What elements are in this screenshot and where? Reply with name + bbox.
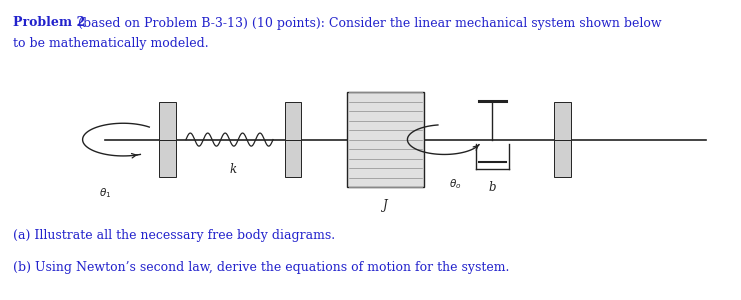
Bar [285,140,301,177]
Bar [159,140,176,177]
Text: $\theta_1$: $\theta_1$ [99,186,111,200]
Bar [554,102,571,140]
Bar [159,102,176,140]
Bar [554,140,571,177]
Text: b: b [488,181,496,194]
Text: Problem 2: Problem 2 [13,16,86,29]
Text: (b) Using Newton’s second law, derive the equations of motion for the system.: (b) Using Newton’s second law, derive th… [13,261,510,274]
Text: $\theta_o$: $\theta_o$ [449,177,462,191]
Bar [347,92,424,187]
Text: (a) Illustrate all the necessary free body diagrams.: (a) Illustrate all the necessary free bo… [13,230,336,242]
Bar [285,102,301,140]
Bar [554,102,571,140]
Text: k: k [230,163,237,176]
Bar [159,140,176,177]
Bar [285,102,301,140]
Bar [554,140,571,177]
Bar [285,140,301,177]
Bar [159,102,176,140]
Text: (based on Problem B-3-13) (10 points): Consider the linear mechanical system sho: (based on Problem B-3-13) (10 points): C… [74,16,662,29]
Text: J: J [383,199,388,212]
Text: to be mathematically modeled.: to be mathematically modeled. [13,38,209,50]
